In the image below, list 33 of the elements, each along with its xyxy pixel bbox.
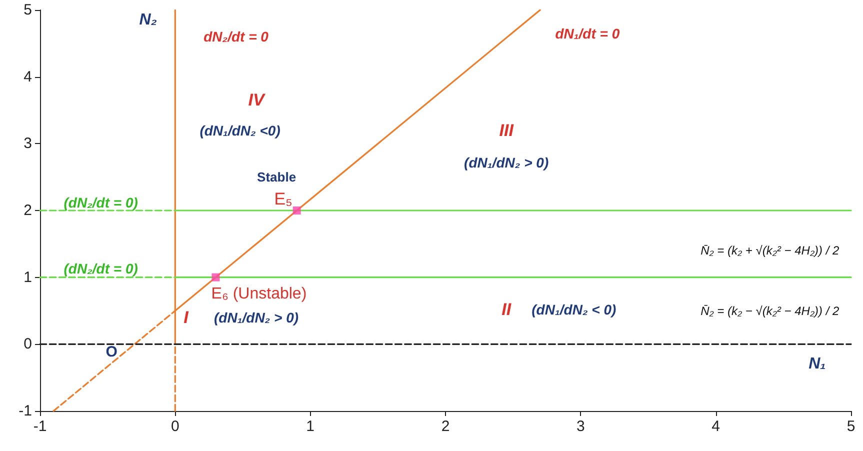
x-tick-label: 2: [441, 418, 450, 435]
annotation: dN₁/dt = 0: [555, 25, 620, 42]
annotation: (dN₂/dt = 0): [64, 260, 138, 277]
annotation: N̄₂ = (k₂ + √(k₂² − 4H₂)) / 2: [700, 244, 840, 258]
y-tick-label: 4: [24, 68, 32, 86]
annotation: N₂: [139, 12, 157, 29]
x-tick-label: 4: [712, 418, 720, 435]
annotation: I: [184, 308, 190, 327]
y-tick-label: 3: [24, 135, 32, 152]
annotation: II: [502, 300, 512, 319]
y-tick-label: 2: [24, 202, 32, 219]
y-tick-label: 1: [24, 268, 32, 286]
x-tick-label: 3: [576, 418, 585, 435]
x-tick-label: 5: [846, 418, 856, 435]
annotation: N̄₂ = (k₂ − √(k₂² − 4H₂)) / 2: [700, 304, 840, 318]
annotation: E₅: [274, 190, 292, 209]
annotation: IV: [248, 90, 266, 110]
annotation: III: [499, 120, 515, 140]
y-tick-label: 0: [24, 336, 32, 353]
annotation: E₆ (Unstable): [211, 286, 307, 303]
annotation: (dN₁/dN₂ > 0): [214, 309, 299, 326]
y-tick-label: 5: [24, 2, 32, 18]
x-tick-label: 0: [170, 418, 180, 435]
annotation: (dN₁/dN₂ < 0): [532, 301, 617, 318]
annotation: (dN₁/dN₂ <0): [200, 122, 281, 138]
annotation: O: [106, 344, 118, 361]
annotation: Stable: [257, 170, 296, 185]
annotation: (dN₁/dN₂ > 0): [464, 154, 549, 170]
annotation: (dN₂/dt = 0): [64, 194, 138, 210]
annotation: N₁: [808, 356, 826, 373]
x-tick-label: 1: [306, 418, 315, 435]
y-tick-label: -1: [18, 402, 32, 420]
annotation: dN₂/dt = 0: [204, 28, 269, 45]
